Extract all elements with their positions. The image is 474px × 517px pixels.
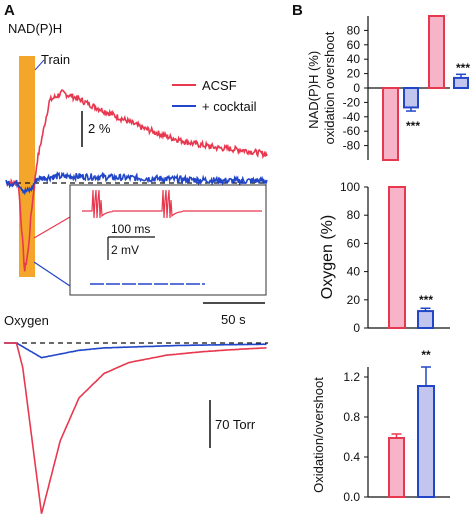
b1-ticks-label-8: -80 bbox=[343, 139, 361, 153]
b2-ticks-label-4: 20 bbox=[347, 293, 361, 307]
b3-cocktail-bar bbox=[417, 385, 435, 498]
ratio-bar-chart: 1.2 0.8 0.4 0.0 ** Oxidation/overshoot bbox=[311, 348, 450, 504]
b1-ticks-label-5: -20 bbox=[343, 95, 361, 109]
b1-ticks-label-6: -40 bbox=[343, 110, 361, 124]
b1-y-label: NAD(P)H (%) oxidation overshoot bbox=[306, 31, 337, 144]
oxygen-scale-label: 70 Torr bbox=[215, 417, 256, 432]
train-pointer-line bbox=[34, 59, 45, 71]
b1-cocktail-bar-1 bbox=[453, 76, 469, 89]
oxygen-acsf-trace bbox=[3, 342, 267, 514]
b2-y-label: Oxygen (%) bbox=[319, 215, 336, 299]
nadph-title: NAD(P)H bbox=[8, 21, 62, 36]
inset-time-label: 100 ms bbox=[111, 222, 150, 236]
panel-a-letter: A bbox=[4, 2, 15, 19]
inset-acsf-trace bbox=[82, 189, 262, 219]
b3-ticks-label-2: 0.4 bbox=[343, 450, 360, 464]
b2-acsf-bar bbox=[388, 186, 406, 329]
inset-connector-blue bbox=[33, 261, 71, 287]
b3-ticks-label-1: 0.8 bbox=[343, 410, 360, 424]
b1-y-label-line1: NAD(P)H (%) bbox=[306, 51, 321, 129]
b2-ticks-label-5: 0 bbox=[353, 321, 360, 335]
b1-ticks-label-2: 40 bbox=[347, 52, 361, 66]
b1-significance-1: *** bbox=[456, 61, 470, 75]
nadph-scale-label: 2 % bbox=[88, 121, 111, 136]
time-scale-label: 50 s bbox=[221, 312, 246, 327]
b3-significance: ** bbox=[421, 348, 431, 362]
b1-cocktail-bar-0 bbox=[403, 87, 419, 109]
train-label: Train bbox=[41, 52, 70, 67]
oxygen-title: Oxygen bbox=[4, 313, 49, 328]
b1-acsf-bar-1 bbox=[428, 15, 445, 89]
b2-ticks-label-2: 60 bbox=[347, 236, 361, 250]
b3-ticks-label-0: 1.2 bbox=[343, 370, 360, 384]
b1-ticks-label-7: -60 bbox=[343, 124, 361, 138]
nadph-cocktail-trace bbox=[5, 171, 268, 196]
b1-y-label-line2: oxidation overshoot bbox=[322, 31, 337, 144]
b1-acsf-bar-0 bbox=[382, 87, 399, 161]
b3-y-label: Oxidation/overshoot bbox=[311, 377, 326, 493]
b2-ticks-label-3: 40 bbox=[347, 265, 361, 279]
b2-ticks-label-1: 80 bbox=[347, 208, 361, 222]
oxygen-cocktail-trace bbox=[3, 342, 267, 359]
nadph-acsf-trace bbox=[5, 88, 268, 272]
b1-ticks-label-0: 80 bbox=[347, 23, 361, 37]
inset-volt-label: 2 mV bbox=[111, 243, 139, 257]
b3-ticks-label-3: 0.0 bbox=[343, 490, 360, 504]
oxygen-bar-chart: 100 80 60 40 20 0 *** Oxygen (%) bbox=[319, 180, 450, 335]
stimulation-train-bar bbox=[19, 56, 35, 277]
b1-ticks-label-4: 0 bbox=[353, 81, 360, 95]
b3-acsf-bar bbox=[388, 437, 405, 498]
b1-significance-0: *** bbox=[406, 119, 420, 133]
inset-connector-red bbox=[33, 216, 71, 239]
b2-significance: *** bbox=[419, 293, 433, 307]
b2-cocktail-bar bbox=[417, 310, 434, 329]
legend-acsf-label: ACSF bbox=[202, 78, 237, 93]
b2-ticks-label-0: 100 bbox=[340, 180, 360, 194]
panel-b-letter: B bbox=[292, 2, 303, 19]
b1-ticks-label-1: 60 bbox=[347, 38, 361, 52]
legend-cocktail-label: + cocktail bbox=[202, 99, 257, 114]
b1-ticks-label-3: 20 bbox=[347, 67, 361, 81]
legend: ACSF + cocktail bbox=[172, 78, 257, 114]
